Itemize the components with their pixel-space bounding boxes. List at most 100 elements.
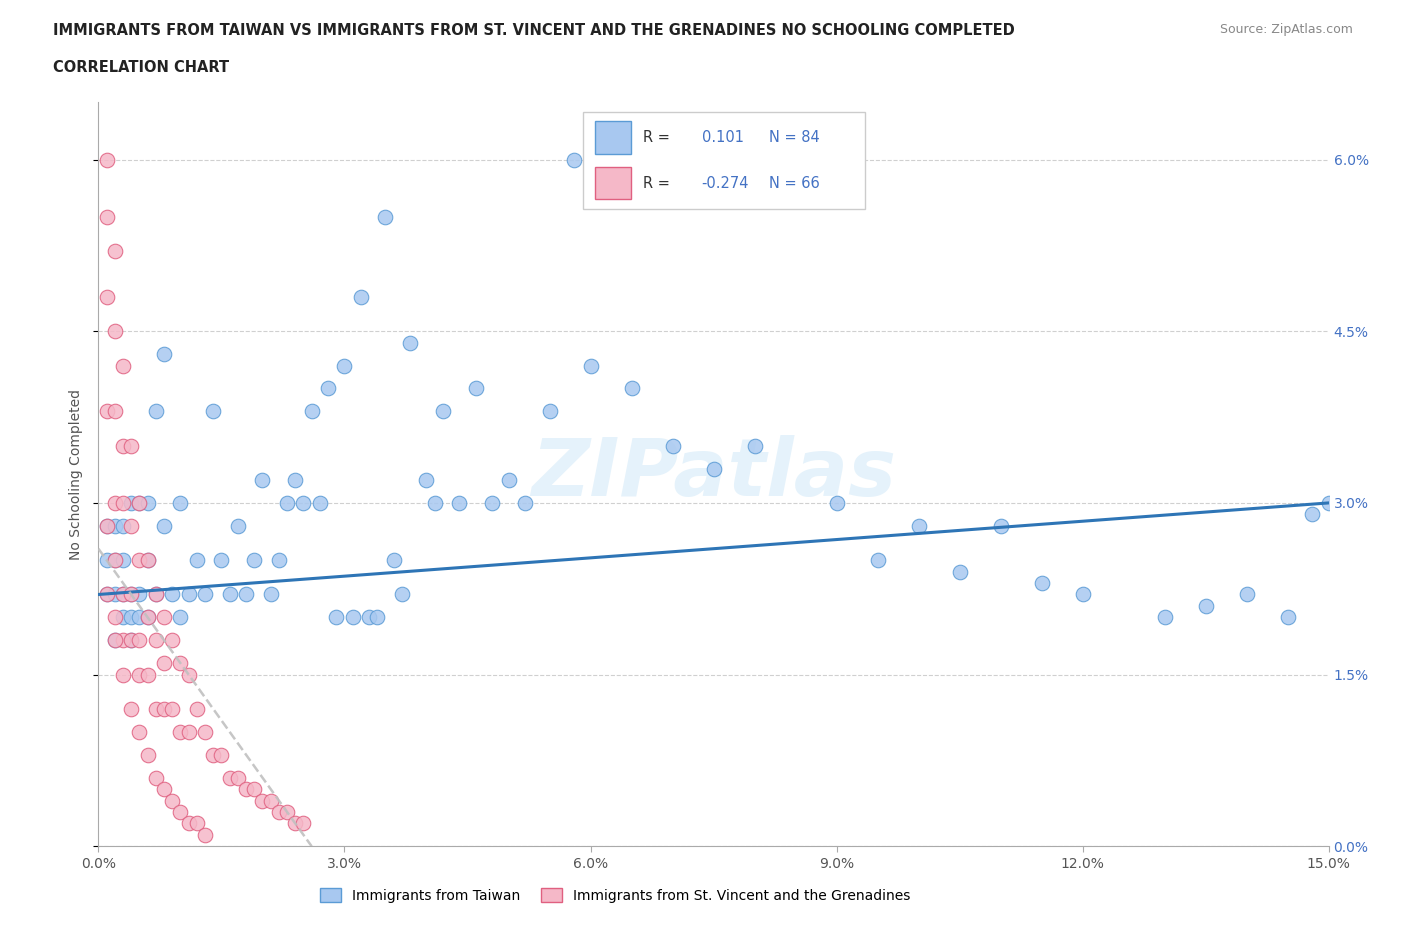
Point bbox=[464, 381, 486, 396]
Point bbox=[104, 632, 127, 647]
Point bbox=[104, 324, 127, 339]
Point bbox=[260, 587, 283, 602]
Point bbox=[316, 381, 339, 396]
Point bbox=[342, 610, 364, 625]
Point bbox=[112, 496, 135, 511]
Point bbox=[366, 610, 388, 625]
Point bbox=[104, 552, 127, 567]
Point bbox=[136, 610, 159, 625]
Point bbox=[96, 209, 118, 224]
Text: N = 66: N = 66 bbox=[769, 176, 820, 191]
Point bbox=[186, 816, 208, 830]
Point bbox=[432, 404, 454, 418]
Point bbox=[112, 358, 135, 373]
Text: CORRELATION CHART: CORRELATION CHART bbox=[53, 60, 229, 75]
Point bbox=[990, 518, 1012, 533]
Point bbox=[169, 496, 191, 511]
Point bbox=[169, 610, 191, 625]
Point bbox=[449, 496, 471, 511]
Point bbox=[96, 153, 118, 167]
Point bbox=[153, 781, 176, 796]
Point bbox=[292, 816, 315, 830]
Point bbox=[145, 587, 167, 602]
Point bbox=[112, 587, 135, 602]
Point bbox=[112, 587, 135, 602]
Point bbox=[218, 770, 240, 785]
Point bbox=[243, 781, 266, 796]
Point bbox=[120, 610, 142, 625]
Point bbox=[120, 518, 142, 533]
Point bbox=[226, 518, 249, 533]
Y-axis label: No Schooling Completed: No Schooling Completed bbox=[69, 389, 83, 560]
Point bbox=[145, 701, 167, 716]
Point bbox=[825, 496, 848, 511]
Point bbox=[186, 552, 208, 567]
Point bbox=[661, 438, 683, 453]
Point bbox=[226, 770, 249, 785]
Point bbox=[866, 552, 889, 567]
Point bbox=[399, 335, 422, 350]
Point bbox=[128, 587, 150, 602]
Point bbox=[276, 804, 298, 819]
Text: R =: R = bbox=[643, 130, 669, 145]
Point bbox=[96, 587, 118, 602]
Point bbox=[194, 587, 217, 602]
Point bbox=[284, 816, 307, 830]
Point bbox=[136, 667, 159, 682]
Point bbox=[1031, 576, 1053, 591]
Point bbox=[128, 632, 150, 647]
Point bbox=[538, 404, 561, 418]
Point bbox=[169, 656, 191, 671]
Point bbox=[235, 781, 257, 796]
Point bbox=[136, 748, 159, 763]
Point bbox=[235, 587, 257, 602]
Point bbox=[1277, 610, 1299, 625]
Text: -0.274: -0.274 bbox=[702, 176, 749, 191]
Point bbox=[177, 587, 200, 602]
Point bbox=[1153, 610, 1175, 625]
Point bbox=[128, 610, 150, 625]
Point bbox=[423, 496, 446, 511]
Point bbox=[96, 289, 118, 304]
Point bbox=[104, 610, 127, 625]
Point bbox=[136, 552, 159, 567]
Point bbox=[145, 770, 167, 785]
Point bbox=[309, 496, 332, 511]
Point bbox=[128, 724, 150, 739]
Point bbox=[112, 438, 135, 453]
Point bbox=[153, 347, 176, 362]
Point bbox=[153, 610, 176, 625]
Point bbox=[153, 518, 176, 533]
Point bbox=[96, 552, 118, 567]
Point bbox=[267, 804, 290, 819]
Point bbox=[579, 358, 602, 373]
Point bbox=[513, 496, 536, 511]
Point bbox=[218, 587, 240, 602]
Point bbox=[136, 552, 159, 567]
Point bbox=[415, 472, 437, 487]
Legend: Immigrants from Taiwan, Immigrants from St. Vincent and the Grenadines: Immigrants from Taiwan, Immigrants from … bbox=[321, 888, 910, 903]
Point bbox=[374, 209, 396, 224]
Point bbox=[162, 587, 184, 602]
Bar bbox=[595, 167, 631, 200]
Point bbox=[104, 632, 127, 647]
Point bbox=[136, 496, 159, 511]
FancyBboxPatch shape bbox=[583, 112, 865, 209]
Point bbox=[120, 587, 142, 602]
Point bbox=[744, 438, 766, 453]
Point bbox=[145, 404, 167, 418]
Point bbox=[169, 724, 191, 739]
Point bbox=[359, 610, 381, 625]
Point bbox=[120, 632, 142, 647]
Point bbox=[104, 552, 127, 567]
Text: N = 84: N = 84 bbox=[769, 130, 820, 145]
Text: Source: ZipAtlas.com: Source: ZipAtlas.com bbox=[1219, 23, 1353, 36]
Point bbox=[907, 518, 929, 533]
Point bbox=[292, 496, 315, 511]
Text: 0.101: 0.101 bbox=[702, 130, 744, 145]
Point bbox=[112, 518, 135, 533]
Point bbox=[96, 518, 118, 533]
Point bbox=[153, 656, 176, 671]
Point bbox=[498, 472, 520, 487]
Point bbox=[104, 404, 127, 418]
